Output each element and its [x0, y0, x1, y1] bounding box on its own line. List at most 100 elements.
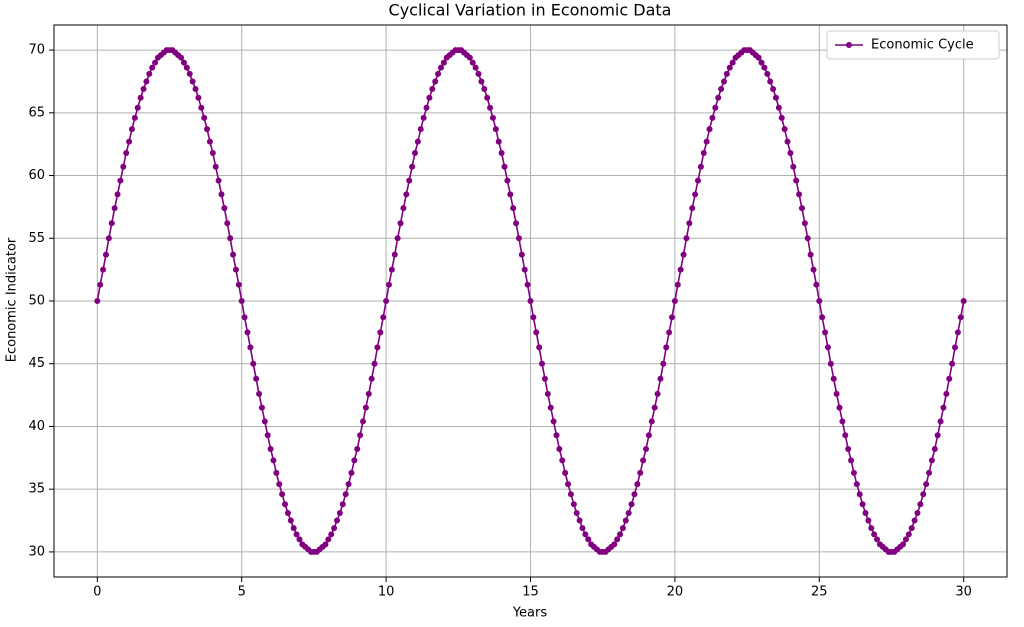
data-point: [562, 469, 569, 476]
data-point: [391, 251, 398, 258]
data-point: [524, 281, 531, 288]
data-point: [723, 70, 730, 77]
data-point: [368, 375, 375, 382]
data-point: [417, 126, 424, 133]
data-point: [97, 281, 104, 288]
data-point: [293, 531, 300, 538]
data-point: [565, 481, 572, 488]
y-tick-label: 45: [28, 356, 45, 371]
data-point: [374, 344, 381, 351]
data-point: [478, 78, 485, 85]
data-point: [576, 517, 583, 524]
data-point: [579, 525, 586, 532]
data-point: [657, 375, 664, 382]
data-point: [611, 541, 618, 548]
data-point: [126, 138, 133, 145]
data-point: [284, 510, 291, 517]
data-point: [617, 531, 624, 538]
data-point: [700, 149, 707, 156]
data-point: [703, 138, 710, 145]
data-point: [729, 59, 736, 66]
data-point: [244, 329, 251, 336]
data-point: [781, 126, 788, 133]
data-point: [388, 266, 395, 273]
data-point: [902, 536, 909, 543]
data-point: [495, 138, 502, 145]
data-point: [648, 418, 655, 425]
data-point: [235, 281, 242, 288]
data-point: [186, 70, 193, 77]
data-point: [102, 251, 109, 258]
data-point: [342, 491, 349, 498]
data-point: [397, 220, 404, 227]
data-point: [507, 191, 514, 198]
data-point: [264, 432, 271, 439]
data-point: [282, 501, 289, 508]
data-point: [822, 329, 829, 336]
data-point: [686, 220, 693, 227]
data-point: [94, 298, 101, 304]
data-point: [761, 64, 768, 71]
data-point: [117, 177, 124, 184]
data-point: [475, 70, 482, 77]
legend-label: Economic Cycle: [871, 38, 974, 53]
data-point: [920, 491, 927, 498]
data-point: [432, 78, 439, 85]
data-point: [530, 314, 537, 321]
data-point: [521, 266, 528, 273]
data-point: [354, 446, 361, 453]
x-tick-label: 15: [522, 585, 539, 600]
data-point: [411, 149, 418, 156]
data-point: [544, 390, 551, 397]
data-point: [689, 205, 696, 212]
data-point: [426, 94, 433, 101]
data-point: [663, 344, 670, 351]
data-point: [383, 298, 390, 304]
data-point: [680, 251, 687, 258]
data-point: [697, 163, 704, 170]
data-point: [414, 138, 421, 145]
data-point: [859, 501, 866, 508]
data-point: [195, 94, 202, 101]
y-tick-label: 35: [28, 482, 45, 497]
data-point: [406, 177, 413, 184]
data-point: [911, 517, 918, 524]
data-point: [128, 126, 135, 133]
data-point: [515, 235, 522, 242]
data-point: [957, 314, 964, 321]
data-point: [784, 138, 791, 145]
data-point: [798, 205, 805, 212]
data-point: [504, 177, 511, 184]
data-point: [952, 344, 959, 351]
data-point: [830, 375, 837, 382]
data-point: [871, 531, 878, 538]
data-point: [224, 220, 231, 227]
data-point: [619, 525, 626, 532]
data-point: [111, 205, 118, 212]
y-tick-label: 55: [28, 231, 45, 246]
data-point: [100, 266, 107, 273]
data-point: [692, 191, 699, 198]
data-point: [437, 64, 444, 71]
x-tick-label: 25: [811, 585, 828, 600]
x-tick-label: 30: [955, 585, 972, 600]
data-point: [258, 404, 265, 411]
data-point: [637, 469, 644, 476]
data-point: [247, 344, 254, 351]
data-point: [793, 177, 800, 184]
data-point: [949, 360, 956, 367]
data-point: [394, 235, 401, 242]
data-point: [671, 298, 678, 304]
data-point: [813, 281, 820, 288]
data-point: [865, 517, 872, 524]
data-point: [585, 536, 592, 543]
data-point: [770, 85, 777, 92]
data-point: [850, 469, 857, 476]
data-point: [845, 446, 852, 453]
data-point: [643, 446, 650, 453]
data-point: [556, 446, 563, 453]
data-point: [842, 432, 849, 439]
data-point: [351, 457, 358, 464]
data-point: [212, 163, 219, 170]
data-point: [325, 536, 332, 543]
